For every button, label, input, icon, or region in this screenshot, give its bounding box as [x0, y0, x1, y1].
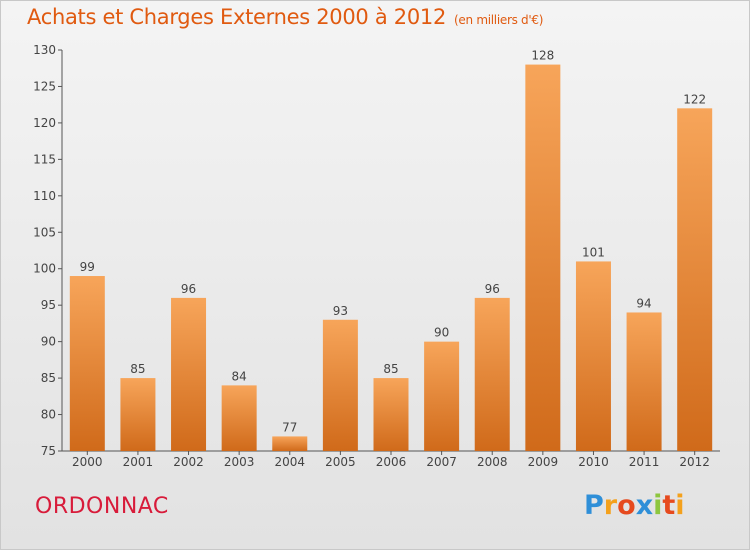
x-tick-label: 2009: [528, 455, 559, 469]
location-label: ORDONNAC: [35, 494, 169, 519]
y-tick-label: 80: [41, 408, 56, 422]
bar-value-label: 99: [80, 260, 95, 274]
proxiti-logo: Proxiti: [584, 490, 685, 521]
bar-value-label: 85: [130, 362, 145, 376]
bar: [69, 276, 105, 451]
y-tick-label: 100: [33, 262, 56, 276]
x-tick-label: 2004: [274, 455, 305, 469]
chart-title: Achats et Charges Externes 2000 à 2012 (e…: [27, 5, 543, 29]
bar-value-label: 85: [383, 362, 398, 376]
y-tick-label: 130: [33, 43, 56, 57]
bar-value-label: 94: [636, 296, 651, 310]
x-tick-label: 2008: [477, 455, 508, 469]
x-tick-label: 2011: [629, 455, 660, 469]
y-tick-label: 95: [41, 298, 56, 312]
bar-value-label: 93: [333, 304, 348, 318]
y-tick-label: 125: [33, 79, 56, 93]
x-tick-label: 2002: [173, 455, 204, 469]
bar-value-label: 84: [232, 369, 247, 383]
bar: [474, 297, 510, 451]
bar-value-label: 77: [282, 420, 297, 434]
x-tick-label: 2000: [72, 455, 103, 469]
bar: [373, 378, 409, 451]
x-tick-label: 2003: [224, 455, 255, 469]
bar: [272, 436, 308, 451]
bar: [171, 297, 207, 451]
bar-value-label: 101: [582, 245, 605, 259]
bar-value-label: 128: [531, 49, 554, 63]
bar-value-label: 122: [683, 92, 706, 106]
bar-value-label: 96: [485, 282, 500, 296]
x-tick-label: 2007: [426, 455, 457, 469]
x-tick-label: 2006: [376, 455, 407, 469]
bar: [677, 108, 713, 451]
bar-value-label: 96: [181, 282, 196, 296]
x-tick-label: 2005: [325, 455, 356, 469]
bar: [221, 385, 257, 451]
y-tick-label: 110: [33, 189, 56, 203]
bar: [322, 319, 358, 451]
bar: [626, 312, 662, 451]
y-tick-label: 90: [41, 335, 56, 349]
bar: [424, 341, 460, 451]
chart-unit: (en milliers d'€): [454, 13, 544, 27]
x-tick-label: 2010: [578, 455, 609, 469]
bar: [575, 261, 611, 451]
y-tick-label: 115: [33, 152, 56, 166]
x-tick-label: 2012: [679, 455, 710, 469]
y-tick-label: 105: [33, 225, 56, 239]
bar: [120, 378, 156, 451]
y-tick-label: 85: [41, 371, 56, 385]
y-tick-label: 75: [41, 444, 56, 458]
bar-value-label: 90: [434, 326, 449, 340]
x-tick-label: 2001: [123, 455, 154, 469]
bar: [525, 64, 561, 451]
y-tick-label: 120: [33, 116, 56, 130]
chart-title-text: Achats et Charges Externes 2000 à 2012: [27, 5, 447, 29]
